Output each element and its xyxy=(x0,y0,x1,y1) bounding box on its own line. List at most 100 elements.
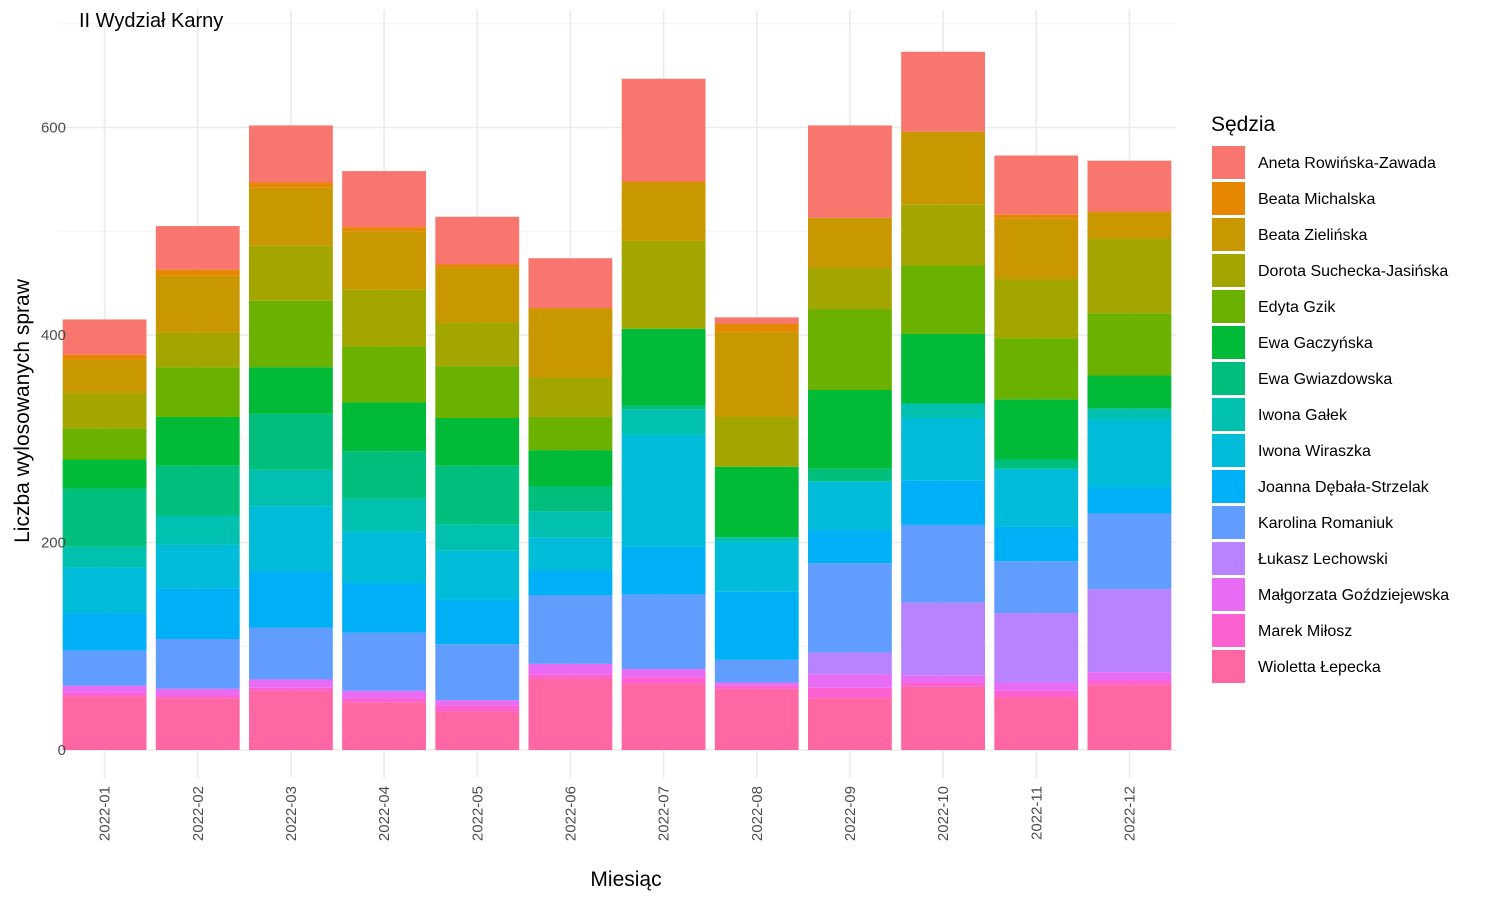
chart-title: II Wydział Karny xyxy=(79,10,223,32)
legend-key xyxy=(1212,326,1245,359)
y-axis-title: Liczba wylosowanych spraw xyxy=(11,278,34,543)
legend-title: Sędzia xyxy=(1211,113,1276,136)
bar-segment xyxy=(342,402,427,452)
bar-segment xyxy=(528,674,613,679)
bar-segment xyxy=(342,582,427,633)
bar-segment xyxy=(714,682,799,686)
x-tick-labels: 2022-01 2022-02 2022-03 2022-04 2022-05 2022-… xyxy=(97,786,1139,841)
bar-segment xyxy=(435,524,520,551)
bar-segment xyxy=(62,567,147,614)
bar-segment xyxy=(248,413,333,470)
bar-segment xyxy=(714,317,799,324)
bar-segment xyxy=(248,469,333,507)
bar-segment xyxy=(901,675,986,683)
bar-segment xyxy=(248,506,333,572)
bar-segment xyxy=(807,125,892,218)
bar-segment xyxy=(901,333,986,404)
bar-segment xyxy=(621,182,706,241)
bar-segment xyxy=(155,465,240,516)
legend-label: Dorota Suchecka-Jasińska xyxy=(1258,263,1448,280)
bar-segment xyxy=(714,323,799,332)
bar-segment xyxy=(155,638,240,689)
bar-segment xyxy=(62,459,147,489)
bar-segment xyxy=(342,531,427,583)
legend-key xyxy=(1212,614,1245,647)
bar-segment xyxy=(528,486,613,512)
bar-segment xyxy=(248,687,333,691)
bar-segment xyxy=(435,264,520,268)
bar-segment xyxy=(435,267,520,323)
bar-segment xyxy=(155,226,240,270)
bar-segment xyxy=(435,550,520,600)
bar-segment xyxy=(435,711,520,750)
x-tick-label: 2022-09 xyxy=(842,786,859,841)
bar-segment xyxy=(155,515,240,545)
bar-segment xyxy=(248,627,333,680)
bar-segment xyxy=(994,613,1079,683)
bar-segment xyxy=(994,459,1079,469)
bar-segment xyxy=(342,632,427,691)
legend-key xyxy=(1212,182,1245,215)
bar-segment xyxy=(62,696,147,750)
bar-segment xyxy=(714,416,799,467)
bar-segment xyxy=(155,416,240,466)
bar-segment xyxy=(807,698,892,750)
legend-label: Ewa Gaczyńska xyxy=(1258,335,1373,352)
bar-segment xyxy=(714,331,799,417)
bar-segment xyxy=(994,561,1079,614)
bar-segment xyxy=(1087,408,1172,420)
bar-segment xyxy=(342,498,427,532)
bar-segment xyxy=(528,570,613,596)
bar-segment xyxy=(528,537,613,571)
bar-segment xyxy=(528,450,613,487)
bar-segment xyxy=(621,683,706,750)
bar-segment xyxy=(155,588,240,639)
bar-segment xyxy=(342,289,427,347)
bar-segment xyxy=(807,389,892,469)
bar-segment xyxy=(528,258,613,309)
bar-segment xyxy=(994,399,1079,460)
bar-segment xyxy=(714,685,799,689)
bar-segment xyxy=(1087,375,1172,409)
bar-segment xyxy=(528,377,613,417)
x-tick-label: 2022-08 xyxy=(749,786,766,841)
bar-segment xyxy=(62,546,147,568)
bar-segment xyxy=(342,231,427,290)
legend-label: Wioletta Łepecka xyxy=(1258,659,1381,676)
bar-segment xyxy=(248,187,333,246)
legend-key xyxy=(1212,578,1245,611)
bar-segment xyxy=(901,131,986,205)
bar-segment xyxy=(62,685,147,693)
legend-label: Edyta Gzik xyxy=(1258,299,1336,316)
bar-segment xyxy=(435,599,520,645)
bar-segment xyxy=(994,155,1079,215)
x-tick-label: 2022-11 xyxy=(1028,786,1045,840)
legend-label: Marek Miłosz xyxy=(1258,623,1352,640)
bar-segment xyxy=(342,451,427,499)
bar-segment xyxy=(621,181,706,183)
bar-segment xyxy=(807,563,892,653)
bar-segment xyxy=(155,695,240,699)
bar-segment xyxy=(621,78,706,182)
legend-label: Beata Zielińska xyxy=(1258,227,1367,244)
legend-key xyxy=(1212,470,1245,503)
bar-segment xyxy=(621,240,706,329)
bar-segment xyxy=(621,669,706,678)
bar-segment xyxy=(528,308,613,310)
bar-segment xyxy=(62,359,147,394)
y-tick-label: 600 xyxy=(41,120,66,137)
bar-segment xyxy=(621,677,706,684)
legend-key xyxy=(1212,542,1245,575)
bar-segment xyxy=(1087,487,1172,514)
bar-segment xyxy=(62,354,147,360)
bar-segment xyxy=(62,319,147,355)
legend-label: Karolina Romaniuk xyxy=(1258,515,1394,532)
bar-segment xyxy=(901,686,986,750)
bar-segment xyxy=(435,322,520,367)
legend-label: Beata Michalska xyxy=(1258,191,1375,208)
bar-segment xyxy=(807,267,892,310)
bar-segment xyxy=(248,182,333,188)
bar-segment xyxy=(994,214,1079,219)
bar-segment xyxy=(807,468,892,482)
